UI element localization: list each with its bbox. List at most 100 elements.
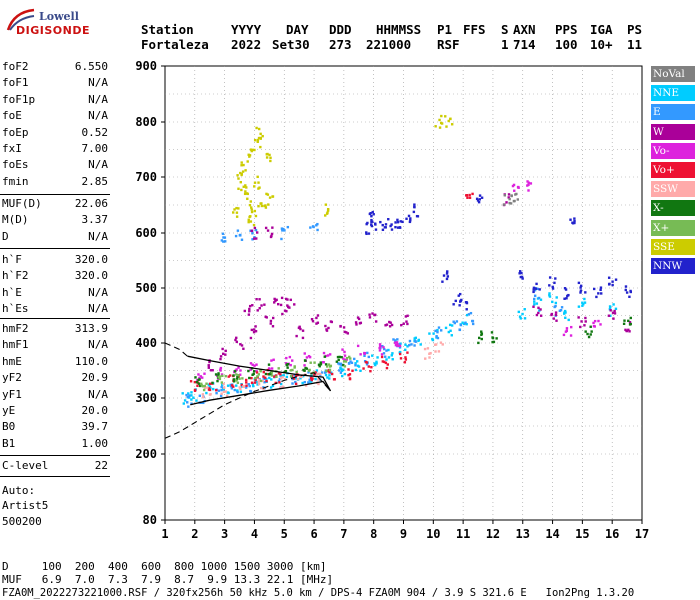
data-point (340, 363, 343, 367)
data-point (237, 187, 240, 190)
data-point (624, 328, 627, 332)
data-point (449, 329, 452, 332)
data-point (219, 368, 222, 371)
data-point (584, 316, 587, 320)
data-point (295, 334, 298, 338)
data-point (371, 354, 374, 357)
data-point (198, 376, 201, 380)
data-point (324, 324, 327, 328)
data-point (329, 364, 333, 368)
data-point (264, 226, 268, 230)
data-point (583, 324, 586, 327)
data-point (307, 381, 310, 384)
data-point (268, 376, 271, 380)
data-point (391, 358, 394, 361)
data-point (308, 355, 312, 359)
param-divider (0, 248, 110, 249)
data-point (236, 390, 239, 394)
row1-3: DDD (329, 22, 352, 37)
data-point (515, 192, 518, 196)
data-point (297, 326, 301, 330)
data-point (259, 202, 262, 205)
data-point (343, 330, 346, 334)
param-hes: h`Es N/A (2, 302, 108, 317)
data-point (222, 236, 225, 239)
data-point (385, 358, 388, 361)
data-point (249, 362, 253, 365)
data-point (413, 203, 416, 206)
data-point (269, 322, 272, 325)
data-point (624, 288, 627, 292)
param-name: foEp (2, 125, 29, 139)
data-point (471, 192, 474, 196)
data-point (264, 372, 268, 376)
data-point (340, 355, 343, 359)
data-point (613, 309, 616, 313)
data-point (233, 370, 237, 373)
data-point (262, 387, 265, 391)
data-point (608, 282, 611, 286)
data-point (365, 231, 368, 234)
data-point (271, 384, 275, 388)
data-point (347, 368, 350, 371)
data-point (508, 197, 511, 201)
data-point (537, 306, 540, 310)
x-tick-label: 16 (605, 527, 619, 541)
param-value: 20.0 (81, 404, 109, 417)
data-point (316, 228, 319, 232)
data-point (240, 238, 244, 241)
data-point (382, 347, 386, 351)
data-point (253, 328, 256, 331)
data-point (282, 374, 285, 377)
data-point (599, 286, 603, 289)
data-point (224, 240, 227, 243)
data-point (465, 313, 469, 317)
data-point (246, 160, 249, 163)
param-name: fmin (2, 174, 29, 188)
data-point (537, 311, 540, 315)
y-tick-label: 400 (135, 336, 157, 350)
data-point (289, 363, 292, 367)
data-point (274, 381, 277, 385)
data-point (347, 355, 351, 359)
data-point (235, 379, 238, 382)
data-point (182, 402, 186, 405)
data-point (222, 386, 226, 389)
param-value: 2.85 (81, 174, 109, 188)
data-point (338, 369, 341, 372)
data-point (186, 401, 189, 404)
profile-upper-line (187, 355, 332, 392)
data-point (319, 363, 323, 366)
param-name: M(D) (2, 213, 29, 227)
data-point (577, 316, 580, 319)
data-point (345, 331, 348, 334)
data-point (321, 361, 325, 364)
row1-6: FFS (463, 22, 486, 37)
data-point (563, 309, 567, 313)
data-point (253, 364, 256, 367)
data-point (255, 237, 258, 240)
data-point (378, 346, 381, 350)
data-point (284, 362, 288, 365)
data-point (247, 218, 250, 222)
data-point (338, 355, 341, 359)
data-point (343, 372, 347, 376)
param-value: 320.0 (74, 253, 108, 266)
footer-muf-row: MUF 6.9 7.0 7.3 7.9 8.7 9.9 13.3 22.1 [M… (2, 573, 334, 586)
data-point (313, 361, 316, 364)
data-point (289, 369, 293, 372)
data-point (600, 292, 603, 295)
data-point (311, 377, 314, 380)
data-point (628, 330, 631, 333)
data-point (455, 320, 459, 323)
data-point (261, 134, 264, 138)
data-point (258, 306, 261, 310)
data-point (324, 373, 328, 377)
data-point (252, 330, 256, 334)
data-point (337, 358, 340, 362)
data-point (502, 203, 506, 206)
logo-line1: Lowell (39, 10, 79, 23)
data-point (396, 342, 399, 346)
series-nnw (365, 194, 633, 311)
data-point (363, 354, 366, 357)
